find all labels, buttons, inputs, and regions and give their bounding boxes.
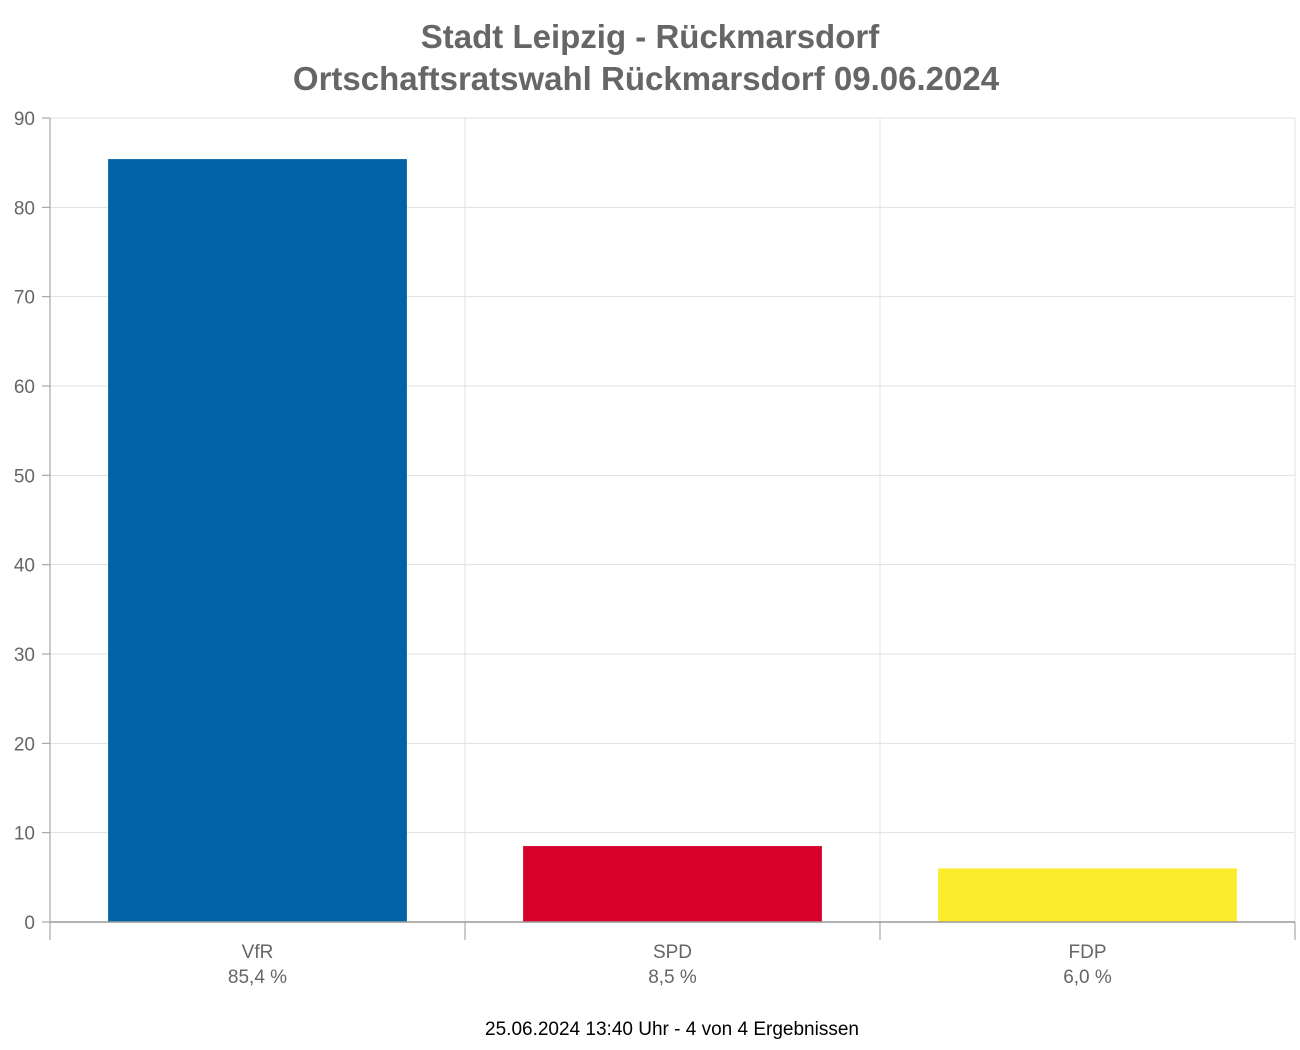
x-category-percent: 6,0 %: [1063, 967, 1112, 988]
chart-subtitle: Ortschaftsratswahl Rückmarsdorf 09.06.20…: [293, 60, 1000, 97]
bar-spd: [523, 846, 822, 922]
x-category-percent: 8,5 %: [648, 967, 697, 988]
bar-fdp: [938, 868, 1237, 922]
axes: [42, 117, 1296, 940]
y-tick-label: 80: [14, 198, 35, 219]
y-tick-label: 60: [14, 377, 35, 398]
y-tick-label: 40: [14, 556, 35, 577]
y-tick-label: 10: [14, 824, 35, 845]
y-tick-label: 20: [14, 734, 35, 755]
x-category-label: VfR: [242, 942, 274, 963]
bars: [108, 159, 1237, 923]
y-tick-label: 0: [24, 913, 35, 934]
footer-note: 25.06.2024 13:40 Uhr - 4 von 4 Ergebniss…: [485, 1019, 859, 1040]
y-tick-label: 90: [14, 109, 35, 130]
bar-vfr: [108, 159, 407, 923]
y-tick-label: 50: [14, 466, 35, 487]
x-category-label: SPD: [653, 942, 692, 963]
labels: 0 10 20 30 40 50 60 70 80 90 VfR 85,4 % SPD 8,5 % FDP 6…: [14, 109, 1112, 988]
y-tick-label: 30: [14, 645, 35, 666]
x-category-percent: 85,4 %: [228, 967, 287, 988]
x-category-label: FDP: [1069, 942, 1107, 963]
chart-title: Stadt Leipzig - Rückmarsdorf: [421, 18, 880, 55]
y-tick-label: 70: [14, 288, 35, 309]
